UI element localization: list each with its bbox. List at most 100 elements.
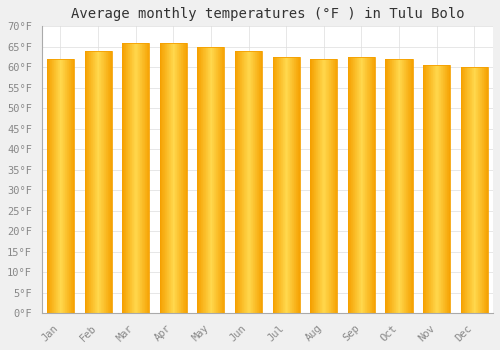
Bar [372, 57, 373, 313]
Bar [176, 43, 178, 313]
Bar [423, 65, 424, 313]
Bar [160, 43, 161, 313]
Bar [243, 51, 244, 313]
Bar [374, 57, 375, 313]
Bar [134, 43, 135, 313]
Bar [202, 47, 203, 313]
Bar [54, 59, 55, 313]
Bar [248, 51, 249, 313]
Bar [465, 67, 466, 313]
Bar [462, 67, 464, 313]
Bar [431, 65, 432, 313]
Bar [392, 59, 393, 313]
Bar [61, 59, 62, 313]
Bar [136, 43, 137, 313]
Bar [214, 47, 215, 313]
Bar [314, 59, 315, 313]
Bar [319, 59, 320, 313]
Bar [211, 47, 212, 313]
Bar [282, 57, 283, 313]
Bar [84, 51, 112, 313]
Bar [358, 57, 360, 313]
Bar [220, 47, 221, 313]
Bar [409, 59, 410, 313]
Bar [174, 43, 176, 313]
Bar [411, 59, 412, 313]
Bar [65, 59, 66, 313]
Bar [85, 51, 86, 313]
Bar [132, 43, 133, 313]
Bar [105, 51, 106, 313]
Bar [247, 51, 248, 313]
Bar [390, 59, 391, 313]
Bar [141, 43, 142, 313]
Bar [329, 59, 330, 313]
Bar [172, 43, 174, 313]
Bar [199, 47, 200, 313]
Bar [371, 57, 372, 313]
Bar [321, 59, 322, 313]
Bar [260, 51, 262, 313]
Bar [145, 43, 146, 313]
Bar [316, 59, 317, 313]
Bar [288, 57, 289, 313]
Bar [130, 43, 131, 313]
Bar [239, 51, 240, 313]
Bar [244, 51, 245, 313]
Bar [483, 67, 484, 313]
Bar [63, 59, 64, 313]
Bar [124, 43, 125, 313]
Bar [363, 57, 364, 313]
Bar [330, 59, 331, 313]
Bar [467, 67, 468, 313]
Bar [312, 59, 313, 313]
Bar [401, 59, 402, 313]
Bar [424, 65, 425, 313]
Bar [178, 43, 180, 313]
Bar [397, 59, 398, 313]
Bar [427, 65, 428, 313]
Bar [64, 59, 65, 313]
Bar [295, 57, 296, 313]
Bar [434, 65, 436, 313]
Bar [235, 51, 262, 313]
Bar [57, 59, 58, 313]
Bar [468, 67, 469, 313]
Bar [318, 59, 319, 313]
Bar [460, 67, 462, 313]
Bar [466, 67, 467, 313]
Bar [238, 51, 239, 313]
Bar [148, 43, 149, 313]
Bar [129, 43, 130, 313]
Bar [204, 47, 205, 313]
Bar [50, 59, 51, 313]
Bar [480, 67, 481, 313]
Bar [284, 57, 285, 313]
Bar [367, 57, 368, 313]
Bar [442, 65, 444, 313]
Bar [217, 47, 218, 313]
Bar [485, 67, 486, 313]
Bar [310, 59, 338, 313]
Bar [184, 43, 185, 313]
Bar [364, 57, 365, 313]
Bar [180, 43, 181, 313]
Bar [236, 51, 237, 313]
Bar [102, 51, 103, 313]
Bar [464, 67, 465, 313]
Bar [143, 43, 144, 313]
Bar [140, 43, 141, 313]
Bar [250, 51, 252, 313]
Bar [162, 43, 163, 313]
Bar [438, 65, 440, 313]
Bar [94, 51, 96, 313]
Bar [332, 59, 334, 313]
Bar [433, 65, 434, 313]
Bar [403, 59, 404, 313]
Bar [242, 51, 243, 313]
Bar [350, 57, 351, 313]
Bar [289, 57, 290, 313]
Bar [394, 59, 395, 313]
Bar [486, 67, 487, 313]
Bar [471, 67, 472, 313]
